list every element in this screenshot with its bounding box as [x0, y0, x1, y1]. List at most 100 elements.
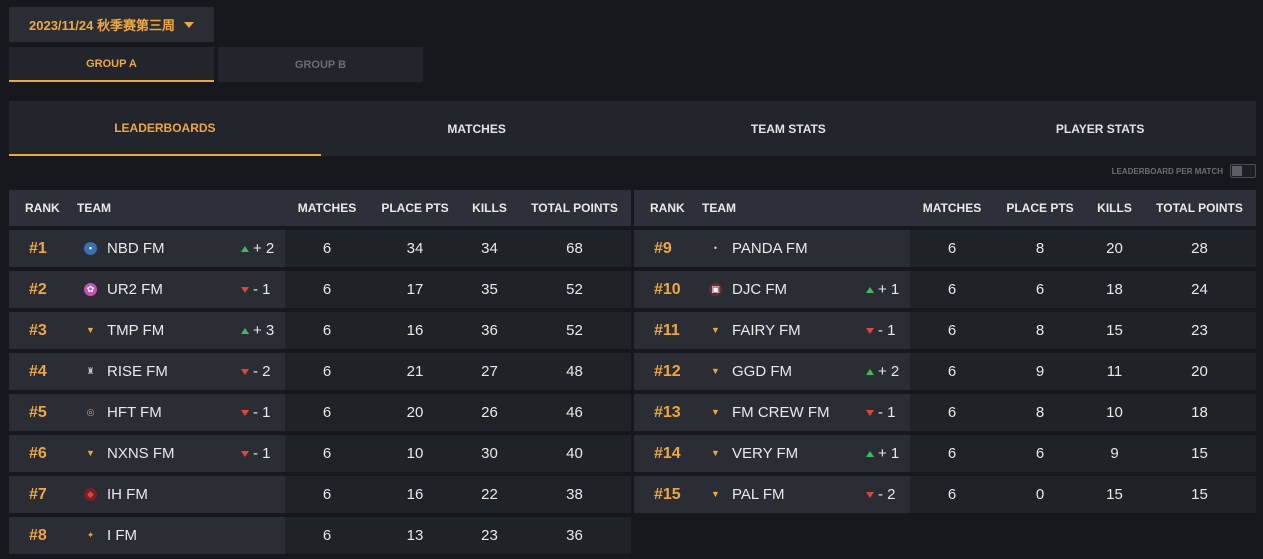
- arrow-down-icon: [241, 409, 249, 416]
- total-points-value: 24: [1191, 281, 1208, 298]
- rank-change-value: - 1: [253, 445, 271, 462]
- table-row[interactable]: #6 ▼ NXNS FM - 1 6 10 30 40: [9, 435, 631, 472]
- table-row[interactable]: #13 ▼ FM CREW FM - 1 6 8 10 18: [634, 394, 1256, 431]
- table-row[interactable]: #7 ◆ IH FM 6 16 22 38: [9, 476, 631, 513]
- place-pts-value: 34: [406, 240, 424, 257]
- rank-change: + 1: [866, 445, 910, 462]
- matches-value: 6: [947, 322, 957, 339]
- table-row[interactable]: #2 ✿ UR2 FM - 1 6 17 35 52: [9, 271, 631, 308]
- table-row[interactable]: #3 ▼ TMP FM + 3 6 16 36 52: [9, 312, 631, 349]
- rank-value: #8: [29, 526, 47, 544]
- panda-logo-icon: •: [713, 243, 718, 253]
- team-cell: #1 ▪ NBD FM + 2: [9, 230, 285, 267]
- i-logo-icon: ✦: [86, 530, 95, 540]
- team-info: ◎ HFT FM - 1: [67, 404, 285, 421]
- event-selector[interactable]: 2023/11/24 秋季赛第三周: [9, 7, 214, 42]
- table-header: RANK TEAM MATCHES PLACE PTS KILLS TOTAL …: [9, 190, 631, 226]
- place-pts-value: 10: [406, 445, 424, 462]
- rank-change-value: - 2: [253, 363, 271, 380]
- col-rank: RANK: [650, 201, 685, 215]
- rank-value: #9: [654, 239, 672, 257]
- tab-leaderboards-label: LEADERBOARDS: [114, 120, 216, 135]
- col-team: TEAM: [702, 201, 736, 215]
- tab-matches[interactable]: MATCHES: [321, 101, 633, 156]
- leaderboard-right: RANK TEAM MATCHES PLACE PTS KILLS TOTAL …: [634, 190, 1256, 513]
- rank-value: #11: [654, 321, 680, 339]
- total-points-value: 38: [566, 486, 583, 503]
- rank-change-value: + 2: [253, 240, 275, 257]
- rank-change-value: - 1: [878, 404, 896, 421]
- main-tabs: LEADERBOARDS MATCHES TEAM STATS PLAYER S…: [9, 101, 1256, 156]
- hft-logo-icon: ◎: [86, 407, 95, 417]
- table-row[interactable]: #11 ▼ FAIRY FM - 1 6 8 15 23: [634, 312, 1256, 349]
- team-info: ♜ RISE FM - 2: [67, 363, 285, 380]
- leaderboard-per-match-toggle[interactable]: [1230, 164, 1256, 178]
- total-points-value: 20: [1191, 363, 1208, 380]
- table-row[interactable]: #15 ▼ PAL FM - 2 6 0 15 15: [634, 476, 1256, 513]
- rank-change-value: + 1: [878, 445, 900, 462]
- kills-value: 23: [481, 527, 498, 544]
- team-info: ▼ FAIRY FM - 1: [692, 322, 910, 339]
- tab-team-stats[interactable]: TEAM STATS: [633, 101, 945, 156]
- table-row[interactable]: #4 ♜ RISE FM - 2 6 21 27 48: [9, 353, 631, 390]
- table-row[interactable]: #12 ▼ GGD FM + 2 6 9 11 20: [634, 353, 1256, 390]
- table-row[interactable]: #1 ▪ NBD FM + 2 6 34 34 68: [9, 230, 631, 267]
- col-matches: MATCHES: [922, 201, 982, 215]
- table-row[interactable]: #5 ◎ HFT FM - 1 6 20 26 46: [9, 394, 631, 431]
- place-pts-value: 17: [406, 281, 424, 298]
- stats-cell: 6 20 26 46: [285, 394, 631, 431]
- group-b-tab[interactable]: GROUP B: [218, 47, 423, 82]
- place-pts-value: 0: [1035, 486, 1045, 503]
- kills-value: 20: [1106, 240, 1123, 257]
- kills-value: 34: [481, 240, 498, 257]
- leaderboard-per-match-toggle-row: LEADERBOARD PER MATCH: [1112, 164, 1256, 178]
- stats-cell: 6 8 15 23: [910, 312, 1256, 349]
- tab-player-stats[interactable]: PLAYER STATS: [944, 101, 1256, 156]
- leaderboard-left: RANK TEAM MATCHES PLACE PTS KILLS TOTAL …: [9, 190, 631, 554]
- fm-chevron-logo-icon: ▼: [711, 407, 720, 417]
- table-row[interactable]: #10 ▣ DJC FM + 1 6 6 18 24: [634, 271, 1256, 308]
- fm-chevron-logo-icon: ▼: [86, 448, 95, 458]
- fm-chevron-logo-icon: ▼: [711, 325, 720, 335]
- arrow-up-icon: [866, 368, 874, 375]
- group-a-tab[interactable]: GROUP A: [9, 47, 214, 82]
- team-cell: #13 ▼ FM CREW FM - 1: [634, 394, 910, 431]
- table-row[interactable]: #8 ✦ I FM 6 13 23 36: [9, 517, 631, 554]
- total-points-value: 15: [1191, 445, 1208, 462]
- event-selector-label: 2023/11/24 秋季赛第三周: [29, 18, 175, 33]
- team-info: ▪ NBD FM + 2: [67, 240, 285, 257]
- team-cell: #11 ▼ FAIRY FM - 1: [634, 312, 910, 349]
- place-pts-value: 6: [1035, 445, 1045, 462]
- place-pts-value: 8: [1035, 322, 1045, 339]
- place-pts-value: 16: [406, 486, 424, 503]
- team-info: ▼ FM CREW FM - 1: [692, 404, 910, 421]
- kills-value: 10: [1106, 404, 1123, 421]
- team-name: FM CREW FM: [732, 404, 830, 421]
- tab-leaderboards[interactable]: LEADERBOARDS: [9, 101, 321, 156]
- total-points-value: 23: [1191, 322, 1208, 339]
- table-row[interactable]: #9 • PANDA FM 6 8 20 28: [634, 230, 1256, 267]
- rank-change-value: - 1: [878, 322, 896, 339]
- col-rank: RANK: [25, 201, 60, 215]
- stats-cell: 6 10 30 40: [285, 435, 631, 472]
- team-name: FAIRY FM: [732, 322, 801, 339]
- kills-value: 35: [481, 281, 498, 298]
- col-kills: KILLS: [472, 201, 507, 215]
- team-name: HFT FM: [107, 404, 162, 421]
- matches-value: 6: [947, 404, 957, 421]
- arrow-down-icon: [241, 286, 249, 293]
- rise-logo-icon: ♜: [86, 366, 95, 376]
- tab-matches-label: MATCHES: [447, 121, 506, 136]
- matches-value: 6: [947, 281, 957, 298]
- rank-change: - 2: [241, 363, 285, 380]
- rank-value: #4: [29, 362, 47, 380]
- table-row[interactable]: #14 ▼ VERY FM + 1 6 6 9 15: [634, 435, 1256, 472]
- rank-value: #7: [29, 485, 47, 503]
- matches-value: 6: [947, 486, 957, 503]
- arrow-down-icon: [241, 368, 249, 375]
- total-points-value: 40: [566, 445, 583, 462]
- place-pts-value: 21: [406, 363, 424, 380]
- arrow-up-icon: [866, 450, 874, 457]
- nbd-logo-icon: ▪: [84, 242, 97, 255]
- kills-value: 11: [1106, 363, 1123, 380]
